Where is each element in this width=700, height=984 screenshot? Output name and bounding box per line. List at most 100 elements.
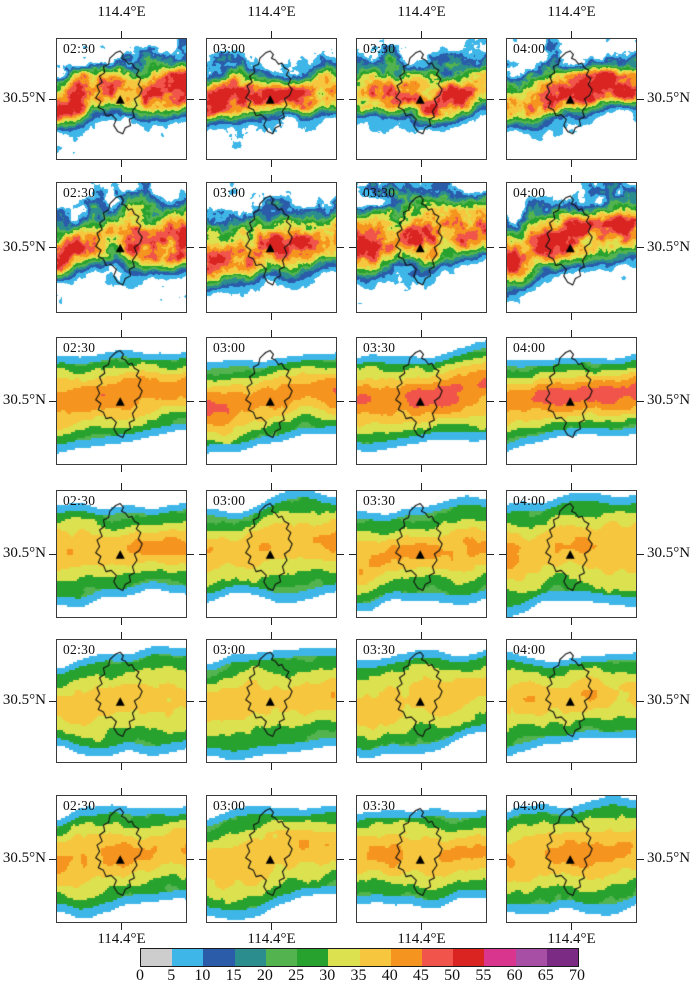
colorbar-cell	[203, 949, 235, 966]
panel-time-label: 03:30	[363, 642, 396, 657]
lon-tick	[571, 313, 572, 320]
panel-time-label: 03:30	[363, 185, 396, 200]
lat-tick	[187, 553, 194, 555]
reflectivity-map	[357, 39, 486, 159]
lat-tick	[49, 247, 56, 248]
colorbar-tick-label: 5	[167, 967, 176, 984]
panel-time-label: 03:30	[363, 340, 396, 355]
reflectivity-map	[57, 338, 186, 464]
colorbar-tick-label: 45	[412, 967, 429, 984]
lat-tick	[349, 553, 356, 555]
reflectivity-map	[57, 491, 186, 617]
map-panel: 04:00	[506, 337, 637, 465]
left-lat-label: 30.5°N	[2, 392, 46, 408]
colorbar-cell	[234, 949, 266, 966]
map-panel: 02:30	[56, 337, 187, 465]
lon-tick	[271, 632, 272, 639]
lat-tick	[49, 400, 56, 402]
lat-tick	[487, 400, 494, 402]
colorbar-tick-label: 20	[256, 967, 273, 984]
lon-tick	[571, 175, 572, 182]
colorbar-tick-label: 55	[475, 967, 492, 984]
top-lon-label: 114.4°E	[397, 4, 446, 20]
colorbar-cell	[172, 949, 204, 966]
lat-tick	[637, 858, 644, 860]
map-panel: 03:30	[356, 795, 487, 923]
reflectivity-map	[57, 640, 186, 762]
lat-tick	[499, 247, 506, 248]
reflectivity-map	[507, 183, 636, 312]
map-panel: 04:00	[506, 182, 637, 313]
panel-time-label: 03:00	[213, 340, 246, 355]
lat-tick	[187, 98, 194, 100]
reflectivity-map	[507, 491, 636, 617]
lat-tick	[337, 700, 344, 702]
reflectivity-map	[357, 796, 486, 922]
panel-time-label: 03:00	[213, 642, 246, 657]
map-panel: 02:30	[56, 490, 187, 618]
lon-tick	[421, 483, 422, 490]
lon-tick	[121, 31, 122, 38]
right-lat-label: 30.5°N	[647, 850, 691, 866]
lat-tick	[187, 700, 194, 702]
colorbar-tick-label: 15	[225, 967, 242, 984]
lat-tick	[187, 858, 194, 860]
lon-tick	[271, 763, 272, 770]
colorbar-tick-label: 10	[194, 967, 211, 984]
colorbar-cell	[390, 949, 422, 966]
lon-tick	[121, 763, 122, 770]
bottom-lon-label: 114.4°E	[397, 931, 446, 947]
colorbar-tick-label: 65	[537, 967, 554, 984]
reflectivity-map	[207, 39, 336, 159]
lon-tick	[271, 330, 272, 337]
lat-tick	[499, 400, 506, 402]
reflectivity-map	[357, 183, 486, 312]
lon-tick	[421, 330, 422, 337]
map-panel: 04:00	[506, 490, 637, 618]
lon-tick	[271, 923, 272, 930]
panel-time-label: 03:00	[213, 798, 246, 813]
lat-tick	[337, 247, 344, 248]
reflectivity-map	[57, 796, 186, 922]
colorbar-tick-label: 0	[136, 967, 144, 984]
lon-tick	[421, 175, 422, 182]
lon-tick	[571, 465, 572, 472]
panel-time-label: 04:00	[513, 185, 546, 200]
lon-tick	[571, 763, 572, 770]
lon-tick	[421, 160, 422, 167]
lon-tick	[571, 31, 572, 38]
colorbar-tick-label: 50	[444, 967, 461, 984]
reflectivity-map	[57, 183, 186, 312]
lat-tick	[637, 700, 644, 702]
lon-tick	[421, 923, 422, 930]
map-panel: 02:30	[56, 795, 187, 923]
reflectivity-map	[207, 338, 336, 464]
lon-tick	[121, 788, 122, 795]
lat-tick	[199, 247, 206, 248]
lon-tick	[121, 483, 122, 490]
lon-tick	[271, 788, 272, 795]
lon-tick	[271, 618, 272, 625]
panel-time-label: 03:30	[363, 493, 396, 508]
left-lat-label: 30.5°N	[2, 90, 46, 106]
colorbar-cell	[297, 949, 329, 966]
lon-tick	[271, 175, 272, 182]
bottom-lon-label: 114.4°E	[547, 931, 596, 947]
colorbar-cell	[484, 949, 516, 966]
panel-time-label: 02:30	[63, 41, 96, 56]
colorbar-cell	[546, 949, 579, 966]
lat-tick	[349, 247, 356, 248]
lat-tick	[349, 858, 356, 860]
right-lat-label: 30.5°N	[647, 545, 691, 561]
map-panel: 03:00	[206, 795, 337, 923]
right-lat-label: 30.5°N	[647, 90, 691, 106]
lat-tick	[49, 98, 56, 100]
map-panel: 03:30	[356, 337, 487, 465]
lon-tick	[421, 31, 422, 38]
colorbar-tick-label: 70	[569, 967, 585, 984]
colorbar-tick-label: 30	[319, 967, 336, 984]
top-lon-label: 114.4°E	[97, 4, 146, 20]
lat-tick	[337, 400, 344, 402]
lat-tick	[349, 400, 356, 402]
map-panel: 03:30	[356, 490, 487, 618]
